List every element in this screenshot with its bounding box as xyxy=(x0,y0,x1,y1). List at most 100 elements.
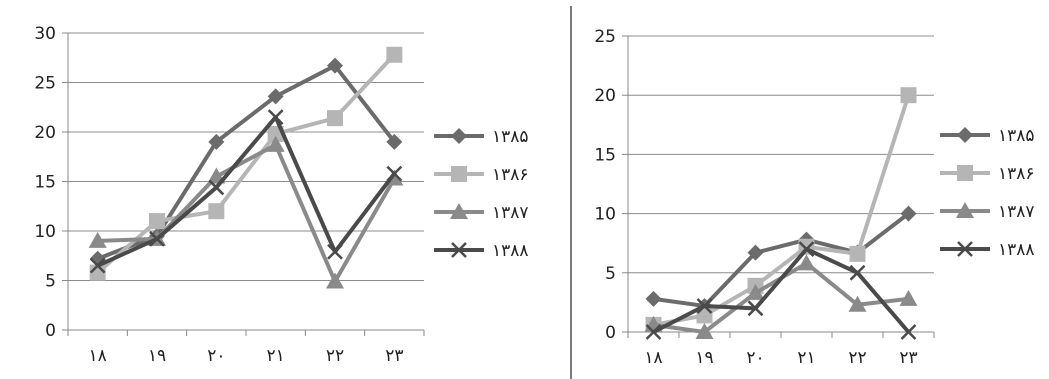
marker-x xyxy=(267,109,284,126)
y-tick-label: 10 xyxy=(594,205,616,225)
line-chart-left: 0 5 10 15 20 25 30 ۱۸ ۱۹ ۲۰ ۲۱ ۲۲ ۲۳ ۱۳۸۵ ۱۳۸۶ ۱۳۸۷ ۱۳۸۸ xyxy=(34,24,529,366)
marker-x xyxy=(645,324,662,340)
legend-item: ۱۳۸۵ xyxy=(434,127,529,147)
marker-triangle xyxy=(899,289,918,306)
y-tick-label: 25 xyxy=(594,27,616,47)
series-line xyxy=(96,53,396,275)
y-tick-label: 20 xyxy=(594,86,616,106)
marker-square xyxy=(208,203,225,220)
series-4 xyxy=(645,241,917,340)
x-tick-label: ۲۱ xyxy=(797,348,815,368)
marker-x xyxy=(386,165,403,182)
x-tick-label: ۲۳ xyxy=(385,346,403,366)
x-tick-label: ۱۹ xyxy=(148,346,166,366)
legend-label: ۱۳۸۸ xyxy=(492,241,529,261)
y-tick-label: 25 xyxy=(34,74,56,94)
series-line xyxy=(653,261,909,334)
marker-triangle xyxy=(450,203,468,219)
marker-diamond xyxy=(386,133,403,150)
y-tick-label: 15 xyxy=(594,145,616,165)
legend-item: ۱۳۸۷ xyxy=(434,203,529,223)
chart-panel-right: 0 5 10 15 20 25 ۱۸ ۱۹ ۲۰ ۲۱ ۲۲ ۲۳ ۱۳۸۵ ۱۳۸۶ ۱۳۸۷ ۱۳۸۸ xyxy=(574,0,1049,379)
marker-x xyxy=(208,179,225,196)
marker-triangle xyxy=(848,295,867,312)
y-tick-label: 10 xyxy=(34,222,56,242)
marker-triangle xyxy=(746,283,765,300)
x-tick-label: ۲۱ xyxy=(267,346,285,366)
marker-x xyxy=(149,231,165,247)
legend-item: ۱۳۸۸ xyxy=(434,241,529,261)
x-tick-label: ۱۸ xyxy=(89,346,107,366)
marker-square xyxy=(900,87,917,104)
y-tick-label: 5 xyxy=(605,264,616,284)
y-tick-label: 30 xyxy=(34,24,56,44)
legend-label: ۱۳۸۸ xyxy=(998,240,1035,260)
marker-x xyxy=(696,298,713,314)
marker-square xyxy=(957,165,973,181)
marker-x xyxy=(798,241,815,258)
series-2 xyxy=(89,46,403,281)
marker-diamond xyxy=(957,127,973,143)
series-line xyxy=(653,94,911,327)
legend-label: ۱۳۸۵ xyxy=(492,127,529,147)
marker-x xyxy=(89,257,106,274)
x-tick-label: ۱۸ xyxy=(644,348,662,368)
legend-label: ۱۳۸۵ xyxy=(998,126,1035,146)
marker-diamond xyxy=(900,205,917,222)
series-line xyxy=(652,247,911,334)
y-tick-label: 5 xyxy=(45,272,56,292)
marker-triangle xyxy=(88,231,107,248)
marker-square xyxy=(849,245,866,262)
marker-x xyxy=(747,300,764,317)
marker-triangle xyxy=(266,135,285,152)
marker-x xyxy=(900,324,917,340)
legend-item: ۱۳۸۶ xyxy=(940,164,1035,184)
marker-diamond xyxy=(208,133,225,150)
series-line xyxy=(653,212,910,308)
x-tick-label: ۲۰ xyxy=(746,348,764,368)
y-tick-label: 20 xyxy=(34,123,56,143)
legend-item: ۱۳۸۵ xyxy=(940,126,1035,146)
series-4 xyxy=(89,109,403,274)
series-3 xyxy=(88,135,404,289)
legend-label: ۱۳۸۶ xyxy=(998,164,1035,184)
legend-item: ۱۳۸۶ xyxy=(434,165,529,185)
y-tick-label: 15 xyxy=(34,173,56,193)
marker-triangle xyxy=(797,254,816,271)
y-tick-label: 0 xyxy=(605,323,616,343)
marker-square xyxy=(386,46,403,63)
marker-x xyxy=(327,243,343,260)
marker-x xyxy=(957,241,973,257)
legend-label: ۱۳۸۶ xyxy=(492,165,529,185)
x-tick-label: ۲۲ xyxy=(848,348,866,368)
panel-divider xyxy=(570,6,572,379)
x-tick-label: ۲۰ xyxy=(207,346,225,366)
x-tick-label: ۲۲ xyxy=(326,346,344,366)
x-tick-label: ۱۹ xyxy=(695,348,713,368)
chart-panel-left: 0 5 10 15 20 25 30 ۱۸ ۱۹ ۲۰ ۲۱ ۲۲ ۲۳ ۱۳۸۵ ۱۳۸۶ ۱۳۸۷ ۱۳۸۸ xyxy=(34,24,529,366)
marker-square xyxy=(149,213,165,230)
marker-x xyxy=(849,264,866,281)
marker-square xyxy=(451,166,467,182)
marker-square xyxy=(327,110,343,127)
line-chart-right: 0 5 10 15 20 25 ۱۸ ۱۹ ۲۰ ۲۱ ۲۲ ۲۳ ۱۳۸۵ ۱۳۸۶ ۱۳۸۷ ۱۳۸۸ xyxy=(594,27,1035,368)
legend-item: ۱۳۸۷ xyxy=(940,202,1035,222)
marker-diamond xyxy=(451,128,467,144)
marker-diamond xyxy=(327,57,343,74)
marker-diamond xyxy=(747,244,764,261)
legend-item: ۱۳۸۸ xyxy=(940,240,1035,260)
series-1 xyxy=(645,205,917,314)
series-line xyxy=(96,115,396,268)
marker-diamond xyxy=(645,290,662,307)
legend-label: ۱۳۸۷ xyxy=(998,202,1035,222)
marker-diamond xyxy=(267,88,284,105)
y-tick-label: 0 xyxy=(45,321,56,341)
marker-triangle xyxy=(326,272,344,289)
marker-triangle xyxy=(695,323,714,339)
marker-triangle xyxy=(956,202,974,218)
marker-x xyxy=(451,242,467,258)
legend-label: ۱۳۸۷ xyxy=(492,203,529,223)
x-tick-label: ۲۳ xyxy=(899,348,917,368)
series-line xyxy=(97,142,397,284)
